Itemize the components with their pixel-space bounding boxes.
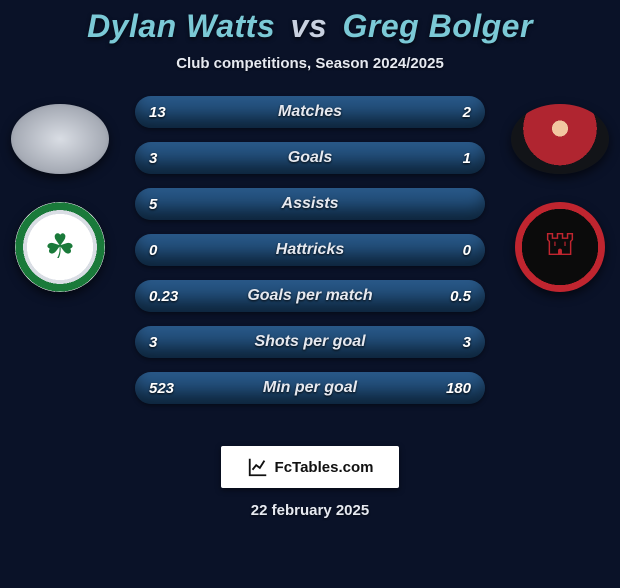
castle-icon: ⛫ bbox=[544, 225, 575, 269]
date-label: 22 february 2025 bbox=[0, 502, 620, 519]
player1-name: Dylan Watts bbox=[87, 8, 275, 44]
stat-label: Min per goal bbox=[263, 379, 357, 397]
brand-chart-icon bbox=[247, 456, 269, 478]
dylan-watts-photo bbox=[11, 104, 109, 174]
stat-label: Shots per goal bbox=[254, 333, 365, 351]
cork-city-crest: ⛫ bbox=[515, 202, 605, 292]
stat-bar: 0.23 Goals per match 0.5 bbox=[135, 280, 485, 312]
subtitle: Club competitions, Season 2024/2025 bbox=[0, 55, 620, 72]
stat-label: Hattricks bbox=[276, 241, 344, 259]
stat-label: Matches bbox=[278, 103, 342, 121]
stat-value-right: 3 bbox=[449, 334, 485, 351]
stat-label: Goals per match bbox=[247, 287, 372, 305]
brand-badge: FcTables.com bbox=[221, 446, 399, 488]
stat-value-left: 13 bbox=[135, 104, 180, 121]
stat-bar: 5 Assists bbox=[135, 188, 485, 220]
vs-separator: vs bbox=[291, 8, 328, 44]
stat-value-right: 2 bbox=[449, 104, 485, 121]
stat-bar: 3 Goals 1 bbox=[135, 142, 485, 174]
greg-bolger-photo bbox=[511, 104, 609, 174]
stat-bar: 3 Shots per goal 3 bbox=[135, 326, 485, 358]
stat-value-right: 0.5 bbox=[436, 288, 485, 305]
shamrock-rovers-crest: ☘ bbox=[15, 202, 105, 292]
stat-value-left: 523 bbox=[135, 380, 188, 397]
stat-value-left: 0 bbox=[135, 242, 171, 259]
stat-value-right: 0 bbox=[449, 242, 485, 259]
stat-bar: 523 Min per goal 180 bbox=[135, 372, 485, 404]
stat-value-right: 180 bbox=[432, 380, 485, 397]
player1-side: ☘ bbox=[0, 90, 120, 420]
stat-label: Goals bbox=[288, 149, 332, 167]
comparison-arena: ☘ ⛫ 13Matches23Goals15Assists0Hattricks0… bbox=[0, 90, 620, 420]
stat-bar: 13 Matches 2 bbox=[135, 96, 485, 128]
stat-label: Assists bbox=[282, 195, 339, 213]
stat-value-left: 5 bbox=[135, 196, 171, 213]
player2-name: Greg Bolger bbox=[343, 8, 533, 44]
player2-side: ⛫ bbox=[500, 90, 620, 420]
stat-value-left: 3 bbox=[135, 334, 171, 351]
comparison-title: Dylan Watts vs Greg Bolger bbox=[0, 8, 620, 45]
stat-value-right: 1 bbox=[449, 150, 485, 167]
stat-value-left: 0.23 bbox=[135, 288, 192, 305]
stat-bar: 0 Hattricks 0 bbox=[135, 234, 485, 266]
shamrock-icon: ☘ bbox=[45, 227, 75, 267]
stat-value-left: 3 bbox=[135, 150, 171, 167]
stat-bars: 13 Matches 2 3 Goals 1 5 Assists 0 Hattricks 0 0.23… bbox=[135, 96, 485, 404]
brand-text: FcTables.com bbox=[275, 459, 374, 476]
